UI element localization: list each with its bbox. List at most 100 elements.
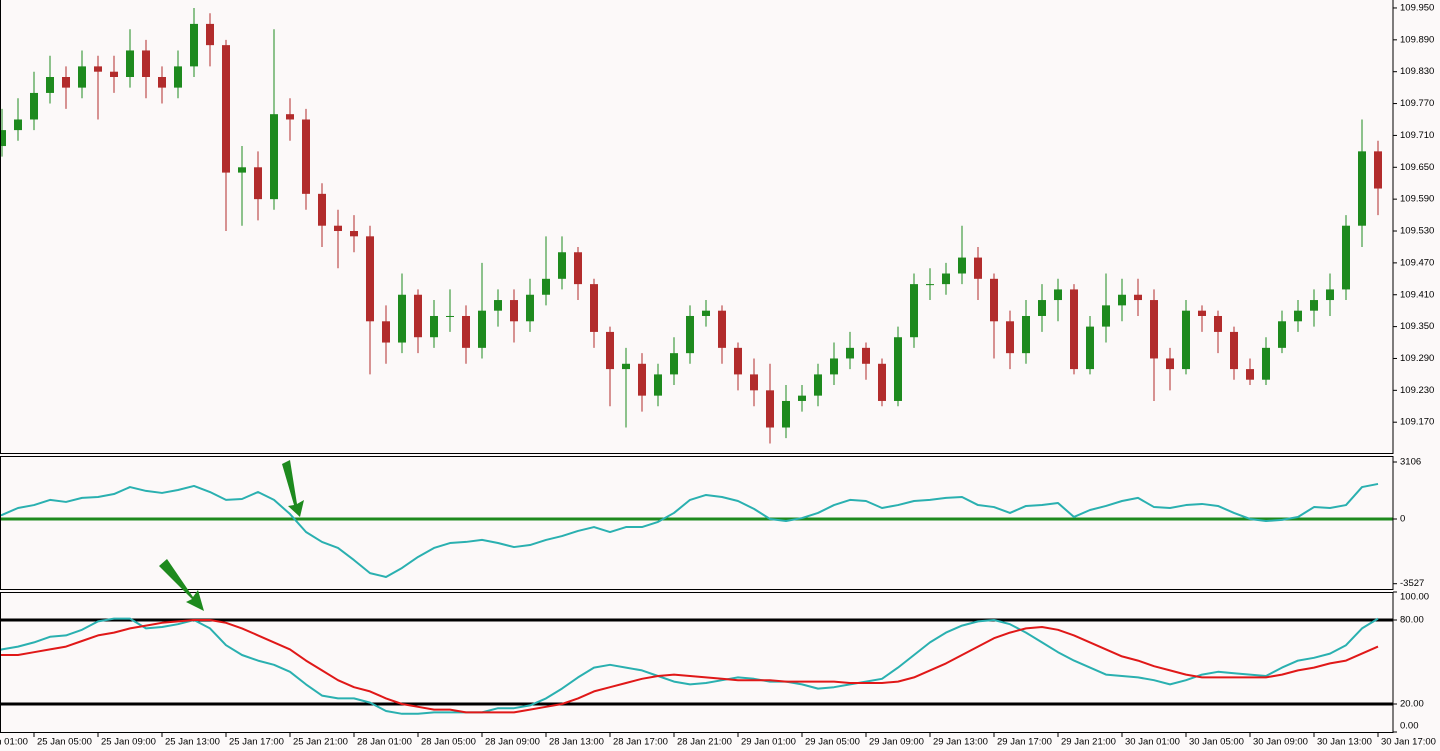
y-tick-label: 109.470 <box>1400 257 1434 268</box>
candle-body <box>926 284 934 286</box>
candle-body <box>862 347 870 364</box>
candle-body <box>638 363 646 396</box>
candle-body <box>62 77 70 88</box>
candle-body <box>718 310 726 348</box>
candle-body <box>1326 289 1334 301</box>
candle-body <box>1006 321 1014 354</box>
candle-body <box>814 374 822 396</box>
candle-body <box>910 284 918 338</box>
candle-body <box>1134 294 1142 301</box>
x-tick-label: 28 Jan 09:00 <box>485 737 540 748</box>
x-tick-label: 29 Jan 05:00 <box>805 737 860 748</box>
candle-body <box>190 23 198 67</box>
x-tick-label: 29 Jan 21:00 <box>1061 737 1116 748</box>
candle-body <box>1182 310 1190 370</box>
x-tick-label: 28 Jan 21:00 <box>677 737 732 748</box>
candle-body <box>1022 315 1030 354</box>
x-tick-label: 30 Jan 01:00 <box>1125 737 1180 748</box>
candle-body <box>526 294 534 322</box>
candle-body <box>558 252 566 279</box>
candle-body <box>1214 315 1222 332</box>
candle-body <box>782 400 790 428</box>
y-tick-label: 109.950 <box>1400 2 1434 13</box>
candle-body <box>958 257 966 274</box>
candle-body <box>654 374 662 396</box>
candle-body <box>766 390 774 428</box>
candle-body <box>542 278 550 295</box>
candle-body <box>1262 347 1270 380</box>
y-tick-label: 3106 <box>1400 457 1421 468</box>
candle-body <box>590 284 598 332</box>
candle-body <box>462 315 470 348</box>
candle-body <box>206 23 214 46</box>
candle-body <box>1166 358 1174 370</box>
candle-body <box>574 252 582 285</box>
y-tick-label: 109.890 <box>1400 34 1434 45</box>
x-tick-label: 30 Jan 17:00 <box>1381 737 1436 748</box>
y-tick-label: 109.770 <box>1400 98 1434 109</box>
stochastic-panel-frame <box>0 592 1394 733</box>
y-tick-label: 109.410 <box>1400 289 1434 300</box>
y-tick-label: 0 <box>1400 514 1405 525</box>
x-tick-label: 28 Jan 13:00 <box>549 737 604 748</box>
x-tick-label: 25 Jan 09:00 <box>101 737 156 748</box>
candle-body <box>238 167 246 173</box>
y-tick-label: 109.170 <box>1400 417 1434 428</box>
candle-body <box>510 300 518 322</box>
candle-body <box>894 337 902 401</box>
x-tick-label: 30 Jan 09:00 <box>1253 737 1308 748</box>
candle-body <box>1150 300 1158 359</box>
candle-body <box>334 225 342 232</box>
candle-body <box>446 315 454 317</box>
candle-body <box>0 130 6 147</box>
candle-body <box>1118 294 1126 306</box>
panel-frames <box>0 0 1394 733</box>
candle-body <box>1086 326 1094 370</box>
x-tick-label: 29 Jan 13:00 <box>933 737 988 748</box>
candle-body <box>110 71 118 78</box>
candle-body <box>286 114 294 120</box>
arrow <box>282 460 304 517</box>
candle-body <box>798 395 806 401</box>
candle-body <box>270 114 278 200</box>
candle-body <box>478 310 486 348</box>
candle-body <box>174 66 182 88</box>
candle-body <box>494 300 502 311</box>
x-tick-label: 30 Jan 05:00 <box>1189 737 1244 748</box>
x-tick-label: 29 Jan 09:00 <box>869 737 924 748</box>
candle-body <box>974 257 982 279</box>
y-tick-label: 109.710 <box>1400 130 1434 141</box>
y-tick-label: 109.290 <box>1400 353 1434 364</box>
candle-body <box>318 193 326 226</box>
candle-body <box>670 353 678 375</box>
candle-body <box>14 119 22 131</box>
candle-body <box>142 50 150 78</box>
annotations <box>159 460 304 611</box>
candle-body <box>158 77 166 88</box>
candle-body <box>1230 331 1238 370</box>
y-tick-label: 80.00 <box>1400 615 1424 626</box>
y-tick-label: 109.590 <box>1400 194 1434 205</box>
candle-body <box>846 347 854 359</box>
x-tick-label: 29 Jan 17:00 <box>997 737 1052 748</box>
y-tick-label: 109.230 <box>1400 385 1434 396</box>
y-tick-label: 0.00 <box>1400 721 1419 732</box>
candle-body <box>1038 300 1046 316</box>
candle-body <box>878 363 886 401</box>
price-panel-frame <box>0 0 1394 454</box>
candle-body <box>990 278 998 322</box>
candle-body <box>350 231 358 237</box>
candle-body <box>1358 151 1366 226</box>
y-tick-label: 109.530 <box>1400 226 1434 237</box>
candle-body <box>430 315 438 338</box>
x-tick-label: 29 Jan 01:00 <box>741 737 796 748</box>
x-tick-label: 30 Jan 13:00 <box>1317 737 1372 748</box>
candle-body <box>302 119 310 194</box>
candle-body <box>30 92 38 120</box>
candle-body <box>222 45 230 173</box>
x-tick-label: 25 Jan 01:00 <box>0 737 28 748</box>
oscillator-panel-frame <box>0 456 1394 590</box>
